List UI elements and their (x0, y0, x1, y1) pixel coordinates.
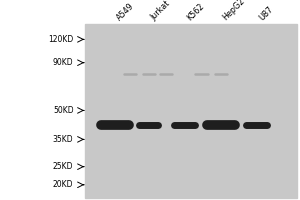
Text: K562: K562 (185, 1, 206, 22)
Text: 50KD: 50KD (53, 106, 74, 115)
Text: 25KD: 25KD (53, 162, 74, 171)
Text: 120KD: 120KD (48, 35, 74, 44)
Text: A549: A549 (115, 1, 136, 22)
Text: 35KD: 35KD (53, 135, 74, 144)
Bar (85, 24, 297, 198)
Text: HepG2: HepG2 (221, 0, 247, 22)
Text: Jurkat: Jurkat (149, 0, 172, 22)
Text: 90KD: 90KD (53, 58, 74, 67)
Text: 20KD: 20KD (53, 180, 74, 189)
Text: U87: U87 (257, 4, 274, 22)
